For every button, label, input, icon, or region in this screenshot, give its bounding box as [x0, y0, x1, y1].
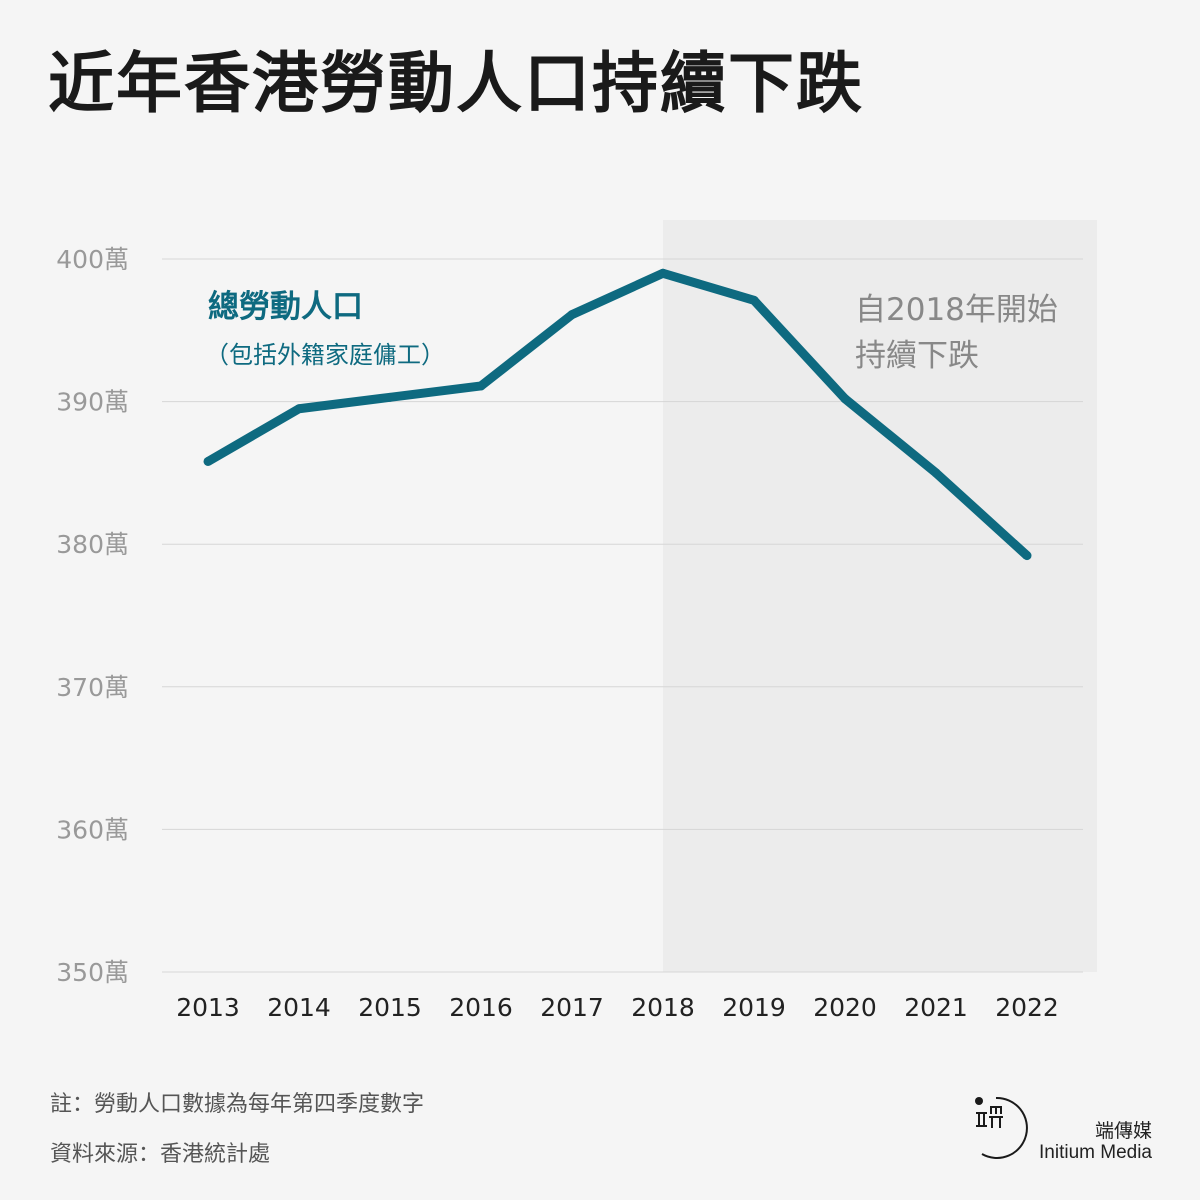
- x-tick-label: 2014: [267, 993, 331, 1022]
- series-line-total-labour-force: [205, 268, 1031, 559]
- series-label: 總勞動人口: [208, 289, 363, 325]
- footnote-note: 註：勞動人口數據為每年第四季度數字: [50, 1092, 425, 1117]
- x-tick-label: 2019: [722, 993, 786, 1022]
- x-tick-label: 2016: [449, 993, 513, 1022]
- annotation-line-1: 自2018年開始: [855, 292, 1058, 328]
- x-tick-label: 2018: [631, 993, 695, 1022]
- data-point: [658, 268, 668, 278]
- data-point: [840, 394, 850, 404]
- brand-name-en: Initium Media: [1039, 1142, 1152, 1163]
- data-point: [567, 310, 577, 320]
- chart-title: 近年香港勞動人口持續下跌: [48, 45, 864, 122]
- footnote-source: 資料來源：香港統計處: [50, 1142, 271, 1167]
- x-tick-label: 2013: [176, 993, 240, 1022]
- x-tick-labels: 2013 2014 2015 2016 2017 2018 2019 2020 2021 2022: [176, 993, 1059, 1022]
- initium-logo-icon: [975, 1096, 1028, 1159]
- y-tick-label: 350萬: [56, 958, 129, 987]
- data-point: [294, 404, 304, 414]
- data-point: [385, 392, 395, 402]
- y-tick-label: 380萬: [56, 530, 129, 559]
- data-point: [931, 468, 941, 478]
- data-points: [203, 268, 1032, 561]
- x-tick-label: 2017: [540, 993, 604, 1022]
- y-tick-label: 390萬: [56, 388, 129, 417]
- y-tick-labels: 350萬 360萬 370萬 380萬 390萬 400萬: [56, 245, 129, 987]
- x-tick-label: 2015: [358, 993, 422, 1022]
- data-point: [1022, 551, 1032, 561]
- brand-name-zh: 端傳媒: [1094, 1120, 1152, 1142]
- data-point: [476, 381, 486, 391]
- highlight-region: [663, 220, 1097, 972]
- x-tick-label: 2022: [995, 993, 1059, 1022]
- data-point: [203, 456, 213, 466]
- y-tick-label: 370萬: [56, 673, 129, 702]
- x-tick-label: 2021: [904, 993, 968, 1022]
- grid-lines: [162, 258, 1083, 973]
- data-point: [749, 295, 759, 305]
- x-tick-label: 2020: [813, 993, 877, 1022]
- series-sublabel: （包括外籍家庭傭工）: [205, 341, 445, 369]
- annotation-line-2: 持續下跌: [855, 338, 979, 374]
- y-tick-label: 360萬: [56, 815, 129, 844]
- y-tick-label: 400萬: [56, 245, 129, 274]
